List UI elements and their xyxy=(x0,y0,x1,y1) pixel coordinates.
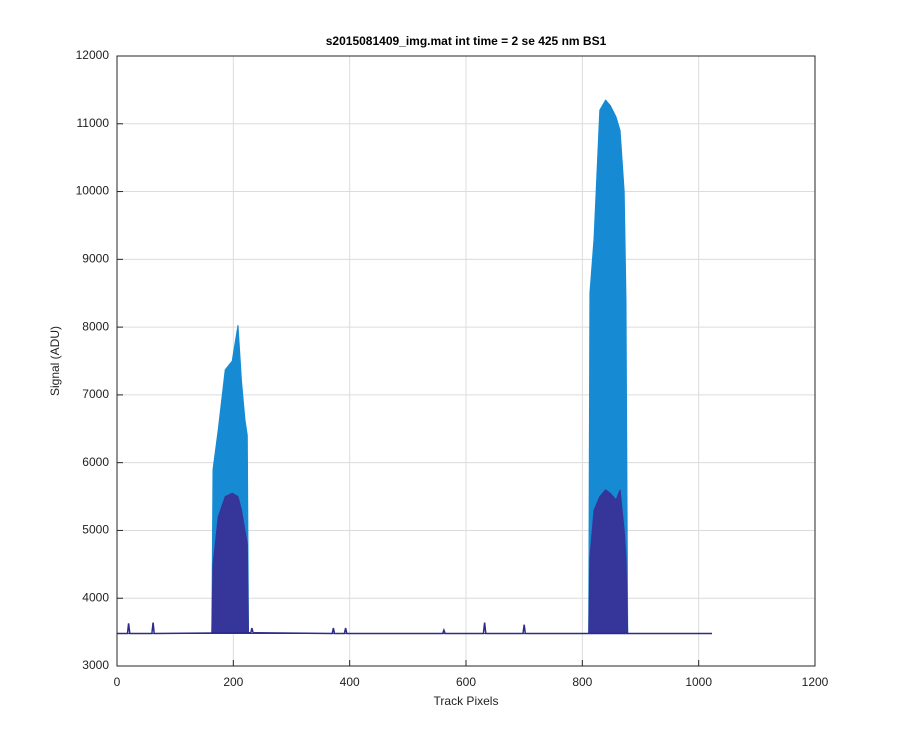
y-tick-label: 10000 xyxy=(76,184,110,198)
signal-area xyxy=(117,489,712,634)
y-tick-label: 9000 xyxy=(82,252,109,266)
chart-title: s2015081409_img.mat int time = 2 se 425 … xyxy=(326,34,607,48)
y-tick-label: 12000 xyxy=(76,48,110,62)
y-tick-label: 7000 xyxy=(82,387,109,401)
y-tick-label: 4000 xyxy=(82,590,109,604)
y-tick-label: 11000 xyxy=(77,116,110,130)
x-tick-label: 1000 xyxy=(685,675,712,689)
signal-area xyxy=(117,99,712,634)
x-tick-label: 0 xyxy=(114,675,121,689)
y-axis-label: Signal (ADU) xyxy=(48,326,62,396)
signal-line xyxy=(117,622,712,635)
y-tick-label: 5000 xyxy=(82,523,109,537)
x-tick-label: 400 xyxy=(340,675,360,689)
y-tick-label: 8000 xyxy=(82,319,109,333)
y-tick-label: 6000 xyxy=(82,455,109,469)
x-tick-label: 600 xyxy=(456,675,476,689)
y-tick-label: 3000 xyxy=(82,658,109,672)
x-tick-label: 1200 xyxy=(802,675,829,689)
x-tick-label: 200 xyxy=(223,675,243,689)
x-axis-label: Track Pixels xyxy=(434,694,499,708)
x-tick-label: 800 xyxy=(572,675,592,689)
plot-frame xyxy=(116,55,816,667)
